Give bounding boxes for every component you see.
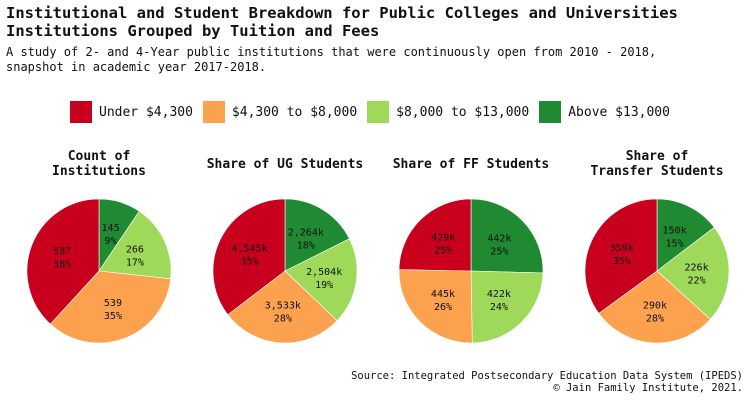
pie-slice-above-13000 <box>656 198 715 272</box>
slice-percent-label: 26% <box>434 302 452 313</box>
slice-value-label: 359k <box>610 243 634 254</box>
pie-title-transfer: Share of Transfer Students <box>590 149 724 179</box>
pie-title-ff: Share of FF Students <box>392 157 550 172</box>
pie-title-ug: Share of UG Students <box>206 157 364 172</box>
legend-item: Under $4,300 <box>70 101 193 123</box>
pie-slice-8000-13000 <box>656 226 730 320</box>
pie-slice-8000-13000 <box>98 210 172 280</box>
slice-value-label: 445k <box>431 289 455 300</box>
slice-value-label: 442k <box>487 233 511 244</box>
pie-slice-8000-13000 <box>470 270 544 344</box>
slice-value-label: 2,264k <box>288 227 324 238</box>
legend-item: $4,300 to $8,000 <box>202 101 358 123</box>
slice-value-label: 4,545k <box>231 243 267 254</box>
slice-percent-label: 24% <box>490 302 508 313</box>
slice-percent-label: 35% <box>240 256 258 267</box>
pie-slice-4300-8000 <box>398 269 473 344</box>
pie-slice-under-4300 <box>212 198 286 316</box>
pie-slice-under-4300 <box>584 198 658 314</box>
pie-slice-under-4300 <box>26 198 100 325</box>
slice-value-label: 587 <box>53 247 71 258</box>
legend-item: Above $13,000 <box>539 101 670 123</box>
slice-percent-label: 35% <box>613 256 631 267</box>
slice-percent-label: 35% <box>104 311 122 322</box>
source-note: Source: Integrated Postsecondary Educati… <box>351 370 743 394</box>
slice-percent-label: 25% <box>490 246 508 257</box>
slice-percent-label: 15% <box>666 239 684 250</box>
pie-slice-4300-8000 <box>598 270 711 344</box>
slice-value-label: 429k <box>431 233 455 244</box>
pie-slice-4300-8000 <box>227 270 338 344</box>
slice-percent-label: 28% <box>646 314 664 325</box>
slice-value-label: 539 <box>104 298 122 309</box>
slice-percent-label: 22% <box>688 276 706 287</box>
pie-slice-4300-8000 <box>49 270 171 344</box>
slice-value-label: 145 <box>102 223 120 234</box>
slice-percent-label: 9% <box>105 236 117 247</box>
chart-title: Institutional and Student Breakdown for … <box>6 4 678 40</box>
pie-slice-under-4300 <box>398 198 472 272</box>
slice-value-label: 3,533k <box>265 301 301 312</box>
slice-percent-label: 28% <box>274 314 292 325</box>
legend-swatch-under-4300 <box>70 101 92 123</box>
slice-percent-label: 19% <box>315 280 333 291</box>
legend-swatch-above-13000 <box>539 101 562 123</box>
legend-label: Above $13,000 <box>568 104 670 120</box>
legend-swatch-8000-13000 <box>367 101 390 123</box>
legend-item: $8,000 to $13,000 <box>367 101 529 123</box>
slice-value-label: 150k <box>663 226 687 237</box>
slice-value-label: 290k <box>643 301 667 312</box>
chart-subtitle: A study of 2- and 4-Year public institut… <box>6 45 657 74</box>
legend-label: Under $4,300 <box>99 104 193 120</box>
legend-swatch-4300-8000 <box>202 101 225 123</box>
pie-slice-8000-13000 <box>284 238 358 322</box>
slice-value-label: 266 <box>126 244 144 255</box>
slice-percent-label: 25% <box>434 246 452 257</box>
slice-value-label: 2,504k <box>306 267 342 278</box>
pie-title-institutions: Count of Institutions <box>52 149 146 179</box>
slice-value-label: 422k <box>487 289 511 300</box>
legend-label: $4,300 to $8,000 <box>231 104 358 120</box>
legend: Under $4,300 $4,300 to $8,000 $8,000 to … <box>70 101 674 123</box>
slice-percent-label: 38% <box>53 260 71 271</box>
slice-percent-label: 17% <box>126 257 144 268</box>
pie-slice-above-13000 <box>284 198 350 272</box>
legend-label: $8,000 to $13,000 <box>396 104 530 120</box>
pie-slice-above-13000 <box>470 198 544 274</box>
slice-value-label: 226k <box>685 263 709 274</box>
slice-percent-label: 18% <box>297 240 315 251</box>
